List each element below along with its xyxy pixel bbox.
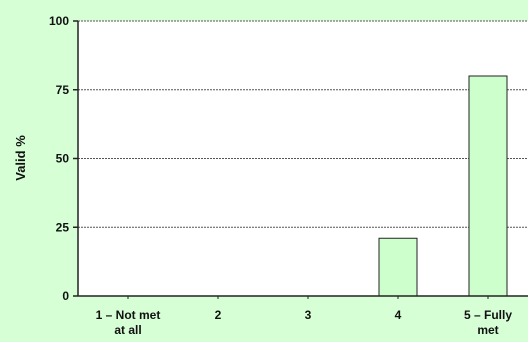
x-tick-label: 3 [305,308,312,322]
y-axis-label: Valid % [13,135,28,181]
bars [378,75,508,297]
y-tick-label: 0 [62,289,69,303]
x-tick-label: 4 [395,308,402,322]
gridlines [78,20,528,228]
axes [73,20,528,299]
bar-5 [468,75,508,297]
x-tick-label: 5 – Fully met [464,308,512,337]
y-tick-label: 50 [56,152,70,166]
x-tick-labels: 1 – Not met at all 2 3 4 5 – Fully met [96,308,513,337]
y-tick-labels: 0 25 50 75 100 [49,14,69,303]
x-tick-label: 2 [215,308,222,322]
y-tick-label: 25 [56,220,70,234]
y-tick-label: 75 [56,83,70,97]
x-tick-label: 1 – Not met at all [96,308,161,337]
y-tick-label: 100 [49,14,69,28]
bar-4 [378,237,418,297]
